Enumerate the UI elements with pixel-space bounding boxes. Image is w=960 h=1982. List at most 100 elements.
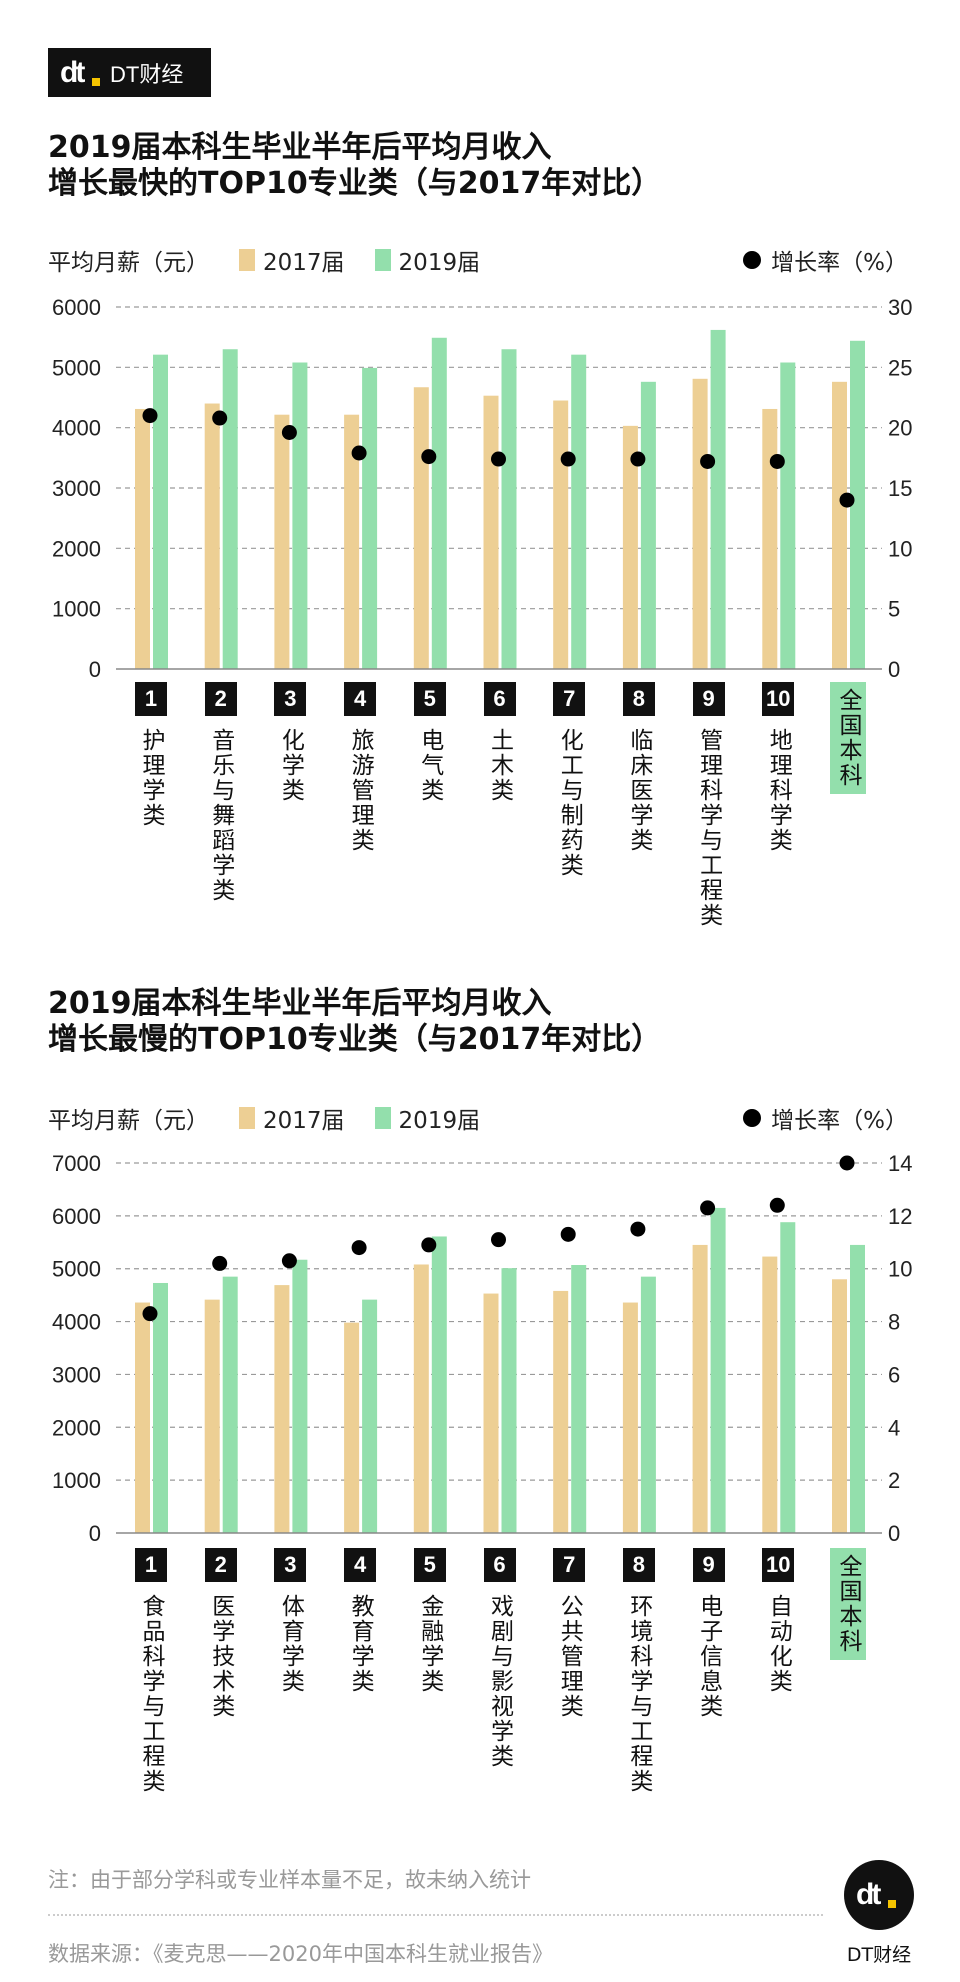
growth-rate-dot — [769, 1197, 785, 1213]
category-item: 10 地理科学类 — [758, 682, 798, 853]
y-axis-tick-label: 3000 — [52, 476, 101, 501]
y-axis-tick-label: 5000 — [52, 355, 101, 380]
legend-rate-dot-icon — [743, 1109, 762, 1127]
category-item: 5 金融学类 — [410, 1548, 450, 1694]
y2-axis-tick-label: 10 — [888, 1257, 912, 1282]
category-item: 1 护理学类 — [131, 682, 171, 828]
category-label: 化工与制药类 — [556, 728, 583, 878]
rank-badge: 6 — [483, 682, 516, 716]
data-source: 数据来源：《麦克思——2020年中国本科生就业报告》 — [48, 1942, 553, 1966]
y2-axis-tick-label: 12 — [888, 1204, 912, 1229]
bar-2019 — [501, 1268, 517, 1533]
rank-badge: 1 — [135, 1548, 167, 1582]
legend-2019-swatch — [374, 249, 391, 271]
y-axis-tick-label: 4000 — [52, 1310, 101, 1335]
legend-2017-swatch — [239, 1107, 255, 1129]
growth-rate-dot — [212, 410, 228, 426]
category-item: 2 音乐与舞蹈学类 — [201, 682, 241, 903]
category-item: 3 化学类 — [270, 682, 310, 803]
category-item: 4 教育学类 — [340, 1548, 380, 1694]
footer-logo-icon: dt — [844, 1860, 914, 1930]
y-axis-tick-label: 1000 — [52, 597, 101, 622]
growth-rate-dot — [281, 1253, 297, 1269]
y-axis-tick-label: 2000 — [52, 1415, 101, 1440]
y-axis-tick-label: 4000 — [52, 416, 101, 441]
y2-axis-tick-label: 14 — [888, 1151, 912, 1176]
logo-yellow-dot — [888, 1900, 896, 1908]
chart1-title-line1: 2019届本科生毕业半年后平均月收入 — [48, 130, 552, 165]
rank-badge: 8 — [622, 682, 655, 716]
brand-header: dt DT财经 — [48, 48, 211, 97]
bar-2019 — [640, 381, 656, 669]
category-label: 医学技术类 — [207, 1594, 234, 1719]
legend-2019-swatch — [374, 1107, 391, 1129]
bar-2019 — [850, 340, 865, 669]
logo-glyph: dt — [856, 1878, 881, 1911]
category-label: 公共管理类 — [556, 1594, 583, 1719]
brand-name: DT财经 — [110, 61, 184, 87]
category-item: 全国本科 — [828, 682, 868, 794]
growth-rate-dot — [839, 492, 855, 508]
logo-glyph: dt — [60, 55, 85, 89]
legend-ylabel: 平均月薪（元） — [48, 250, 209, 276]
rank-badge: 6 — [483, 1548, 516, 1582]
bar-2017 — [344, 1322, 360, 1533]
bar-2019 — [850, 1244, 865, 1533]
growth-rate-dot — [700, 453, 716, 469]
growth-rate-dot — [491, 451, 506, 467]
bar-2017 — [692, 1244, 708, 1533]
legend-rate-dot-icon — [743, 251, 762, 269]
bar-2019 — [431, 1236, 447, 1533]
bar-2017 — [204, 1299, 220, 1533]
chart2-title-line1: 2019届本科生毕业半年后平均月收入 — [48, 986, 552, 1021]
bar-2019 — [710, 1207, 726, 1533]
y2-axis-tick-label: 30 — [888, 295, 912, 320]
bar-2017 — [274, 414, 290, 669]
category-label: 电气类 — [416, 728, 443, 803]
legend-2017-swatch — [239, 249, 255, 271]
category-item: 全国本科 — [828, 1548, 868, 1660]
rank-badge: 5 — [413, 1548, 446, 1582]
bar-2017 — [274, 1285, 290, 1533]
dt-logo-icon: dt — [856, 1878, 896, 1911]
category-item: 6 戏剧与影视学类 — [480, 1548, 520, 1769]
legend-2017-label: 2017届 — [263, 250, 345, 276]
category-label: 食品科学与工程类 — [138, 1594, 164, 1794]
rank-badge: 2 — [204, 682, 237, 716]
growth-rate-dot — [351, 1240, 367, 1256]
bar-2017 — [553, 400, 569, 669]
y-axis-tick-label: 3000 — [52, 1362, 101, 1387]
category-item: 9 管理科学与工程类 — [689, 682, 729, 928]
growth-rate-dot — [630, 451, 646, 467]
bar-2017 — [832, 381, 847, 669]
y2-axis-tick-label: 2 — [888, 1468, 900, 1493]
category-item: 5 电气类 — [410, 682, 450, 803]
growth-rate-dot — [491, 1232, 506, 1248]
y-axis-tick-label: 7000 — [52, 1151, 101, 1176]
chart1-legend: 平均月薪（元） 2017届 2019届 增长率（%） — [48, 243, 908, 277]
bar-2017 — [483, 395, 499, 669]
bar-2017 — [344, 414, 360, 669]
rank-badge: 1 — [135, 682, 167, 716]
y-axis-tick-label: 5000 — [52, 1257, 101, 1282]
bar-2019 — [222, 349, 238, 669]
category-item: 8 临床医学类 — [619, 682, 659, 853]
legend-2019-label: 2019届 — [398, 1108, 481, 1134]
footnote: 注：由于部分学科或专业样本量不足，故未纳入统计 — [48, 1868, 531, 1892]
rank-badge: 4 — [344, 682, 377, 716]
legend-rate: 增长率（%） — [743, 243, 908, 277]
bar-2019 — [362, 367, 378, 669]
y2-axis-tick-label: 8 — [888, 1310, 900, 1335]
growth-rate-dot — [421, 449, 437, 465]
bar-2019 — [292, 362, 308, 669]
bar-2019 — [362, 1299, 378, 1533]
category-label: 临床医学类 — [625, 728, 652, 853]
growth-rate-dot — [700, 1200, 716, 1216]
chart2-legend: 平均月薪（元） 2017届 2019届 增长率（%） — [48, 1103, 908, 1134]
category-label: 音乐与舞蹈学类 — [207, 728, 234, 903]
bar-2017 — [204, 403, 220, 669]
y-axis-tick-label: 6000 — [52, 295, 101, 320]
rank-badge: 7 — [553, 1548, 586, 1582]
category-label: 自动化类 — [765, 1594, 792, 1694]
national-average-label: 全国本科 — [830, 1548, 866, 1660]
